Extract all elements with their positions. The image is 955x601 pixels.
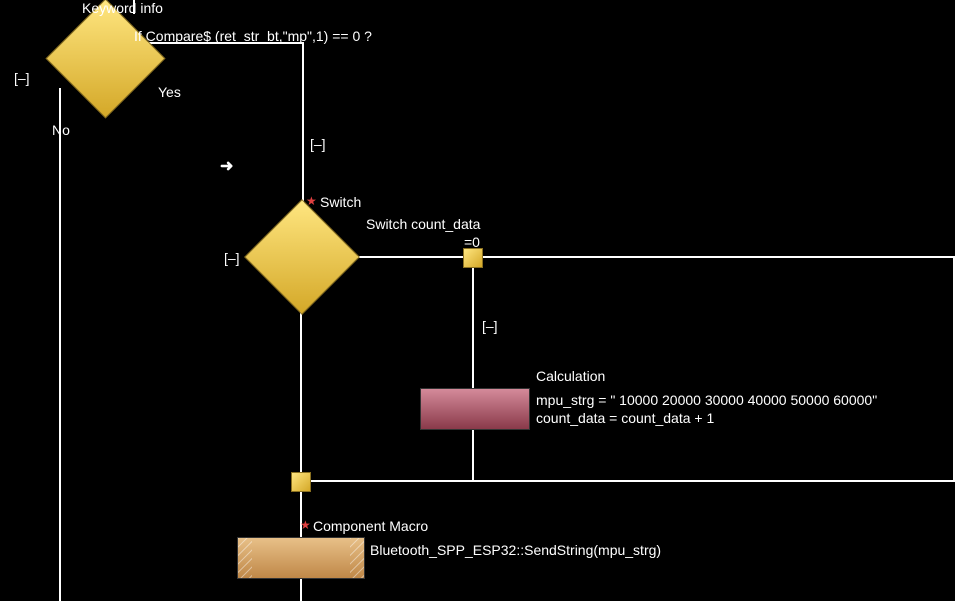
- keyword-decision-diamond[interactable]: [45, 0, 165, 119]
- collapse-keyword-left[interactable]: [–]: [14, 70, 30, 86]
- calc-title: Calculation: [536, 368, 605, 384]
- calc-line2: count_data = count_data + 1: [536, 410, 714, 426]
- join-connector-square[interactable]: [291, 472, 311, 492]
- collapse-case0[interactable]: [–]: [482, 318, 498, 334]
- flow-arrow-icon: ➜: [220, 156, 233, 176]
- collapse-switch-left[interactable]: [–]: [224, 250, 240, 266]
- keyword-yes: Yes: [158, 84, 181, 100]
- component-macro-block[interactable]: [237, 537, 365, 579]
- hatch-right-icon: [350, 538, 364, 578]
- switch-subtitle: Switch count_data: [366, 216, 480, 232]
- hatch-left-icon: [238, 538, 252, 578]
- switch-decision-diamond[interactable]: [244, 199, 360, 315]
- star-icon-switch: ★: [306, 194, 317, 208]
- line-calc-down: [472, 428, 474, 481]
- line-switch-right: [342, 256, 955, 258]
- keyword-title: Keyword info: [82, 0, 163, 16]
- line-join-h: [300, 480, 955, 482]
- calc-line1: mpu_strg = " 10000 20000 30000 40000 500…: [536, 392, 877, 408]
- star-icon-macro: ★: [300, 518, 311, 532]
- line-case0-v: [472, 258, 474, 390]
- collapse-yes-branch[interactable]: [–]: [310, 136, 326, 152]
- line-no-branch: [59, 88, 61, 601]
- keyword-condition: If Compare$ (ret_str_bt,"mp",1) == 0 ?: [134, 28, 372, 44]
- switch-title: Switch: [320, 194, 361, 210]
- calculation-block[interactable]: [420, 388, 530, 430]
- case-connector-square[interactable]: [463, 248, 483, 268]
- macro-call: Bluetooth_SPP_ESP32::SendString(mpu_strg…: [370, 542, 661, 558]
- keyword-no: No: [52, 122, 70, 138]
- macro-title: Component Macro: [313, 518, 428, 534]
